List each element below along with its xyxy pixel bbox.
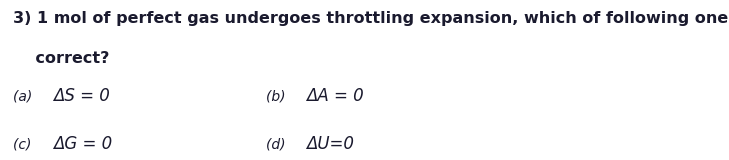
Text: 3) 1 mol of perfect gas undergoes throttling expansion, which of following one i: 3) 1 mol of perfect gas undergoes thrott… — [13, 11, 729, 26]
Text: (b): (b) — [266, 89, 295, 103]
Text: correct?: correct? — [13, 51, 109, 66]
Text: ΔA = 0: ΔA = 0 — [306, 87, 364, 105]
Text: (d): (d) — [266, 137, 295, 151]
Text: ΔU=0: ΔU=0 — [306, 135, 354, 153]
Text: (c): (c) — [13, 137, 40, 151]
Text: ΔS = 0: ΔS = 0 — [53, 87, 110, 105]
Text: ΔG = 0: ΔG = 0 — [53, 135, 112, 153]
Text: (a): (a) — [13, 89, 41, 103]
